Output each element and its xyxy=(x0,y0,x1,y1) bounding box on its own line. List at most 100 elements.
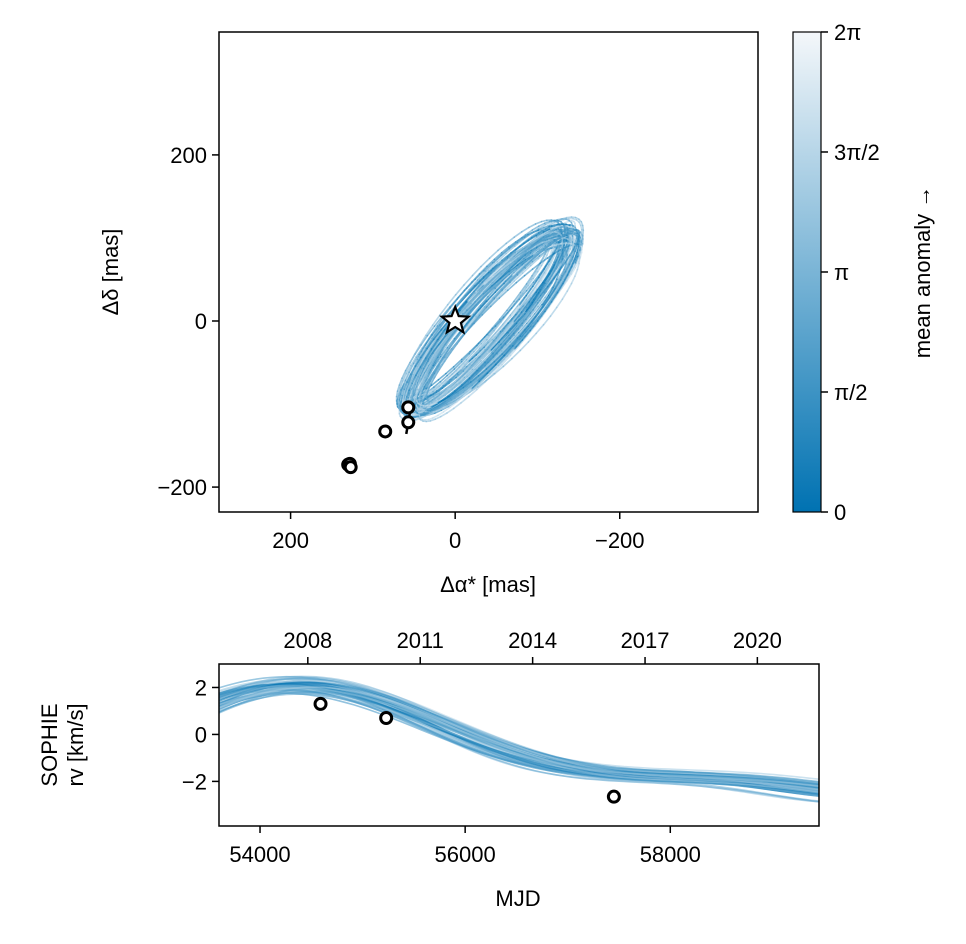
orbit-segment xyxy=(512,322,524,335)
orbit-segment xyxy=(482,364,494,375)
orbit-segment xyxy=(518,294,528,307)
orbit-segment xyxy=(500,334,510,346)
orbit-segment xyxy=(467,316,478,329)
orbit-segment xyxy=(437,372,447,381)
orbit-segment xyxy=(396,384,401,393)
orbit-segment xyxy=(498,289,509,299)
orbit-segment xyxy=(410,356,417,367)
orbit-segment xyxy=(560,279,568,290)
orbit-segment xyxy=(500,344,510,354)
rv-x-ticks: 54000 56000 58000 xyxy=(229,826,701,867)
orbit-segment xyxy=(559,242,567,245)
orbit-segment xyxy=(532,276,540,288)
orbit-segment xyxy=(521,309,531,321)
mjd-tick-label: 54000 xyxy=(229,842,290,867)
rv-observations xyxy=(313,696,621,804)
orbit-segment xyxy=(548,253,554,263)
orbit-segment xyxy=(546,232,556,238)
orbit-segment xyxy=(463,281,473,292)
orbit-segment xyxy=(442,307,452,318)
orbit-segment xyxy=(530,270,537,281)
orbit-segment xyxy=(485,291,497,303)
orbit-segment xyxy=(408,377,415,387)
orbit-segment xyxy=(438,318,448,331)
orbit-segment xyxy=(529,301,539,314)
orbit-segment xyxy=(420,358,428,370)
orbit-segment xyxy=(465,374,476,384)
orbit-segment xyxy=(549,306,558,317)
orbit-segment xyxy=(507,342,518,354)
orbit-segment xyxy=(513,324,524,337)
orbit-segment xyxy=(550,223,559,228)
orbit-segment xyxy=(501,260,511,269)
orbit-segment xyxy=(454,391,465,400)
orbit-segment xyxy=(439,412,448,418)
orbit-segment xyxy=(484,352,494,364)
rv-data-point xyxy=(313,696,328,711)
orbit-segment xyxy=(511,349,522,360)
star-icon xyxy=(439,303,472,335)
orbit-segment xyxy=(494,280,504,292)
orbit-segment xyxy=(463,363,474,374)
orbit-segment xyxy=(410,365,417,376)
orbit-segment xyxy=(490,347,501,359)
orbit-segment xyxy=(489,297,501,308)
orbit-segment xyxy=(421,372,427,382)
orbit-segment xyxy=(456,301,467,313)
orbit-segment xyxy=(473,361,483,371)
rv-model-curve xyxy=(219,681,819,785)
orbit-segment xyxy=(486,274,497,286)
orbit-segment xyxy=(446,337,456,349)
orbit-segment xyxy=(493,253,504,264)
orbit-segment xyxy=(490,281,500,292)
orbit-segment xyxy=(504,321,513,332)
orbit-segment xyxy=(535,323,545,335)
orbit-segment xyxy=(570,266,577,275)
orbit-segment xyxy=(469,374,480,383)
orbit-segment xyxy=(397,387,401,396)
orbit-segment xyxy=(489,341,501,352)
orbit-segment xyxy=(493,365,505,375)
rv-model-curve xyxy=(219,680,819,793)
orbit-segment xyxy=(548,259,554,268)
orbit-segment xyxy=(430,338,439,350)
rv-y-tick-label: 2 xyxy=(195,675,207,700)
orbit-segment xyxy=(536,231,545,238)
colorbar-tick-label: 2π xyxy=(834,20,861,45)
orbit-segment xyxy=(553,253,559,263)
orbit-segment xyxy=(487,297,498,309)
orbit-segment xyxy=(474,365,485,376)
rv-model-curve xyxy=(219,685,819,780)
colorbar-tick-label: 3π/2 xyxy=(834,140,880,165)
orbit-segment xyxy=(518,259,528,266)
orbit-segment xyxy=(553,256,560,267)
orbit-segment xyxy=(504,271,515,282)
rv-model-curve xyxy=(219,684,819,797)
x-tick-label: 200 xyxy=(272,528,309,553)
orbit-segment xyxy=(560,268,566,277)
orbit-segment xyxy=(529,320,539,332)
orbit-segment xyxy=(429,406,438,412)
orbit-segment xyxy=(430,403,437,408)
orbit-segment xyxy=(467,299,478,311)
orbit-segment xyxy=(416,382,420,390)
orbit-segment xyxy=(536,264,543,273)
orbit-segment xyxy=(531,262,542,270)
orbit-segment xyxy=(553,262,560,272)
orbit-segment xyxy=(442,378,451,387)
orbit-segment xyxy=(442,395,451,402)
mjd-tick-label: 58000 xyxy=(640,842,701,867)
rv-x-label: MJD xyxy=(495,886,540,911)
orbit-segment xyxy=(518,263,529,273)
orbit-segment xyxy=(414,356,422,367)
orbit-segment xyxy=(535,230,545,237)
orbit-segment xyxy=(460,288,471,301)
orbit-segment xyxy=(500,246,510,254)
orbit-segment xyxy=(476,361,486,372)
orbit-segment xyxy=(495,324,505,337)
orbit-segment xyxy=(419,401,423,409)
orbit-segment xyxy=(405,389,410,398)
orbit-segment xyxy=(541,281,549,293)
orbit-segment xyxy=(448,373,459,383)
